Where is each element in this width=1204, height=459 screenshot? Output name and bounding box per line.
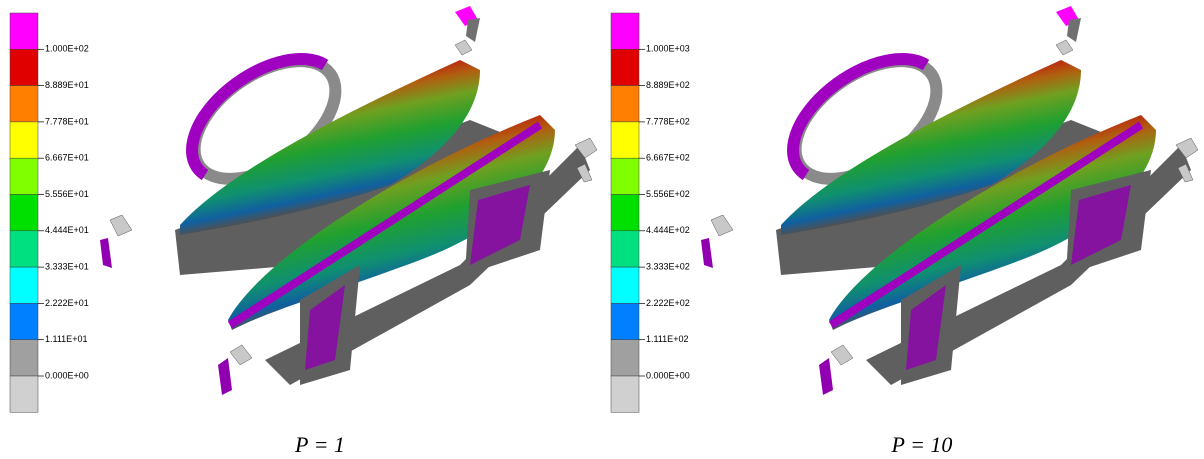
legend-label: 1.000E+02: [45, 44, 89, 54]
legend-label: 6.667E+01: [45, 153, 89, 163]
legend-label: 7.778E+02: [646, 116, 690, 126]
legend-swatch: [610, 194, 640, 232]
legend-swatch: [9, 266, 39, 304]
legend-label: 1.111E+01: [45, 334, 87, 344]
legend-swatch: [610, 266, 640, 304]
legend-swatch: [610, 121, 640, 159]
legend-swatch: [610, 85, 640, 123]
legend-swatch: [9, 303, 39, 340]
caption: P = 10: [891, 432, 953, 457]
caption: P = 1: [294, 432, 345, 457]
legend-swatch: [610, 230, 640, 268]
legend-label: 3.333E+01: [45, 261, 89, 271]
legend-label: 4.444E+02: [646, 225, 690, 235]
legend-swatch: [610, 49, 640, 86]
legend-swatch: [610, 157, 640, 195]
legend-swatch: [9, 85, 39, 123]
legend-swatch: [9, 339, 39, 377]
legend-label: 4.444E+01: [45, 225, 89, 235]
legend-swatch: [9, 194, 39, 232]
contour-plot: [701, 6, 1198, 395]
legend-label: 0.000E+00: [646, 370, 690, 380]
legend-swatch: [610, 12, 640, 50]
legend-label: 0.000E+00: [45, 370, 89, 380]
legend-swatch: [9, 230, 39, 268]
legend-swatch: [9, 157, 39, 195]
legend-label: 6.667E+02: [646, 153, 690, 163]
legend-swatch: [9, 12, 39, 50]
legend-label: 3.333E+02: [646, 261, 690, 271]
legend-swatch: [9, 49, 39, 86]
legend-label: 2.222E+01: [45, 298, 89, 308]
legend-label: 5.556E+01: [45, 189, 89, 199]
legend-label: 2.222E+02: [646, 298, 690, 308]
legend-swatch: [610, 303, 640, 340]
legend-swatch: [9, 375, 39, 413]
legend-label: 8.889E+01: [45, 80, 89, 90]
legend-label: 1.000E+03: [646, 44, 690, 54]
legend-label: 5.556E+02: [646, 189, 690, 199]
contour-plot: [100, 6, 597, 395]
legend-swatch: [610, 339, 640, 377]
legend-swatch: [610, 375, 640, 413]
legend-label: 7.778E+01: [45, 116, 89, 126]
legend-label: 8.889E+02: [646, 80, 690, 90]
legend-label: 1.111E+02: [646, 334, 688, 344]
legend-swatch: [9, 121, 39, 159]
